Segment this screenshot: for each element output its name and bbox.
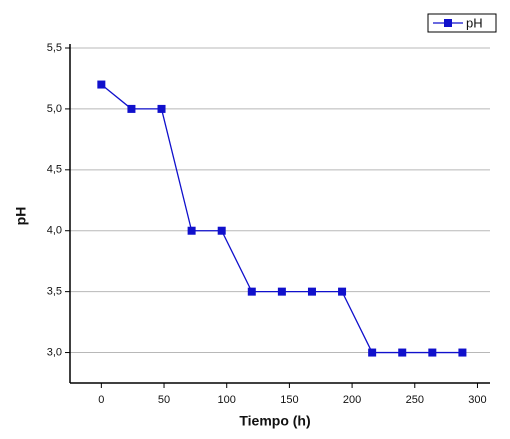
point bbox=[97, 80, 106, 89]
point bbox=[127, 104, 136, 113]
x-axis-label: Tiempo (h) bbox=[239, 413, 310, 429]
point bbox=[217, 226, 226, 235]
point bbox=[428, 348, 437, 357]
y-tick-label: 3,5 bbox=[47, 286, 62, 298]
point bbox=[398, 348, 407, 357]
legend-marker bbox=[444, 19, 452, 27]
point bbox=[368, 348, 377, 357]
y-tick-label: 5,0 bbox=[47, 103, 62, 115]
series-line bbox=[100, 84, 463, 354]
x-tick-label: 200 bbox=[343, 394, 361, 406]
y-tick-label: 5,5 bbox=[47, 42, 62, 54]
y-tick-label: 4,5 bbox=[47, 164, 62, 176]
x-tick-label: 50 bbox=[158, 394, 170, 406]
x-tick-label: 0 bbox=[98, 394, 104, 406]
x-tick-label: 150 bbox=[280, 394, 298, 406]
point bbox=[277, 287, 286, 296]
y-tick-label: 3,0 bbox=[47, 346, 62, 358]
x-tick-label: 300 bbox=[468, 394, 486, 406]
x-tick-label: 100 bbox=[218, 394, 236, 406]
point bbox=[458, 348, 467, 357]
point bbox=[157, 104, 166, 113]
point bbox=[247, 287, 256, 296]
x-tick-label: 250 bbox=[406, 394, 424, 406]
point bbox=[307, 287, 316, 296]
y-tick-label: 4,0 bbox=[47, 225, 62, 237]
point bbox=[338, 287, 347, 296]
y-axis-label: pH bbox=[13, 207, 29, 226]
point bbox=[187, 226, 196, 235]
legend-label: pH bbox=[466, 15, 483, 30]
